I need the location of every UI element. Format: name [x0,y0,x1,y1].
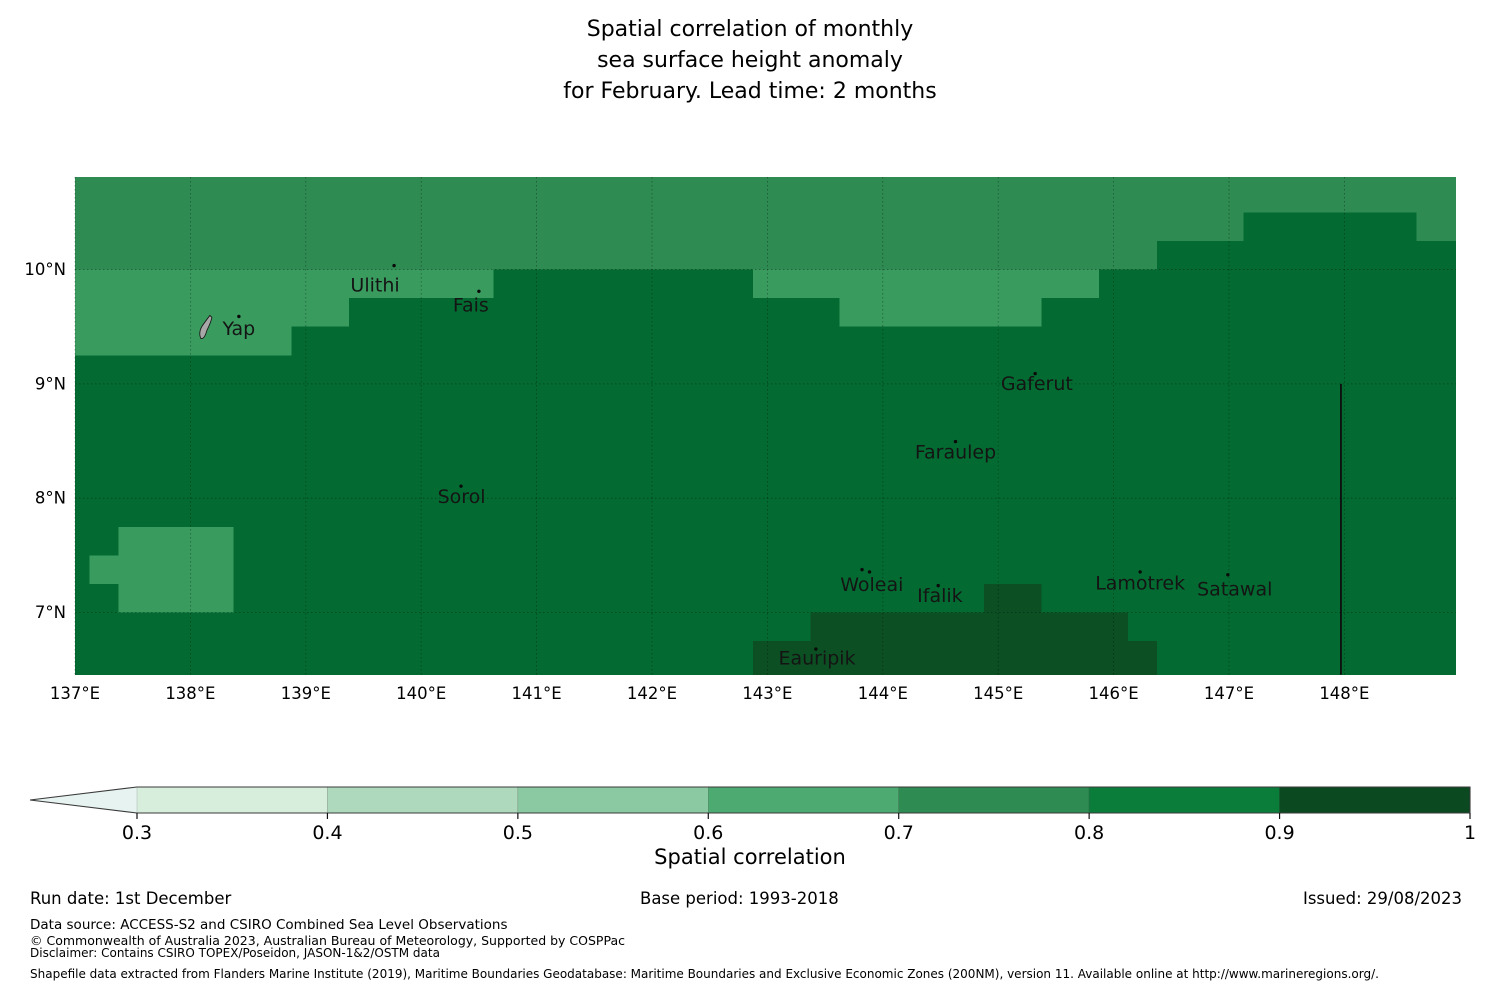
y-axis-tick-label: 7°N [35,603,66,622]
island-label-yap: Yap [222,318,256,340]
correlation-region-0.8-0.9 [1243,212,1417,242]
copyright-text: © Commonwealth of Australia 2023, Austra… [30,933,625,948]
x-axis-tick-label: 139°E [281,684,331,703]
correlation-region-0.6-0.7 [75,298,350,327]
colorbar-segment [517,786,709,814]
island-label-sorol: Sorol [438,486,486,508]
island-dot-ifalik [936,583,940,588]
island-label-ifalik: Ifalik [917,585,963,607]
correlation-region-0.8-0.9 [1156,241,1456,270]
shapefile-attribution-text: Shapefile data extracted from Flanders M… [30,967,1379,981]
x-axis-tick-label: 148°E [1319,684,1369,703]
x-axis-tick-label: 147°E [1204,684,1254,703]
colorbar-segment [898,786,1090,814]
correlation-region-0.9-1.0 [752,641,1157,675]
issued-date-text: Issued: 29/08/2023 [1302,889,1462,908]
colorbar-tick-label: 1 [1464,822,1476,844]
island-dot-woleai [860,567,864,572]
correlation-region-0.6-0.7 [839,298,1042,327]
x-axis-tick-label: 137°E [50,684,100,703]
island-dot-ulithi [392,263,396,268]
colorbar-under-arrow [30,787,137,813]
island-markers: Yap Ulithi Fais Sorol Gaferut Faraulep Woleai I… [199,263,1272,670]
colorbar-tick-label: 0.5 [503,822,533,844]
colorbar-tick-label: 0.3 [122,822,152,844]
colorbar-segment [1279,786,1471,814]
correlation-region-0.9-1.0 [810,612,1129,642]
island-label-faraulep: Faraulep [915,441,996,463]
base-period-text: Base period: 1993-2018 [640,889,839,908]
island-label-woleai: Woleai [840,574,903,596]
y-axis-tick-label: 10°N [24,260,66,279]
colorbar-tick-label: 0.6 [693,822,723,844]
correlation-map: Yap Ulithi Fais Sorol Gaferut Faraulep Woleai I… [24,177,1456,703]
chart-title-line2: sea surface height anomaly [597,48,903,73]
colorbar-title: Spatial correlation [654,845,846,869]
island-label-lamotrek: Lamotrek [1095,572,1185,594]
correlation-region-0.6-0.7 [752,269,1100,299]
island-dot-eauripik [814,647,818,651]
colorbar: 0.3 0.4 0.5 0.6 0.7 0.8 0.9 1 [29,786,1476,844]
x-axis-tick-label: 145°E [973,684,1023,703]
x-axis-tick-label: 144°E [858,684,908,703]
y-axis-tick-label: 9°N [35,374,66,393]
x-axis-tick-label: 140°E [396,684,446,703]
island-dot-faraulep [953,439,958,444]
x-axis-tick-label: 138°E [165,684,215,703]
chart-title-line3: for February. Lead time: 2 months [563,79,937,104]
x-axis-tick-label: 141°E [512,684,562,703]
x-axis-tick-label: 143°E [742,684,792,703]
colorbar-segment [136,786,328,814]
island-dot-yap [237,314,241,319]
chart-title-line1: Spatial correlation of monthly [586,17,914,42]
correlation-region-0.9-1.0 [983,583,1042,613]
x-axis-tick-label: 142°E [627,684,677,703]
colorbar-segment [327,786,519,814]
yap-island-shape [199,314,213,340]
run-date-text: Run date: 1st December [30,889,232,908]
graticule [74,177,1456,675]
colorbar-tick-label: 0.9 [1264,822,1294,844]
colorbar-segment [708,786,899,814]
colorbar-outline [29,786,1471,814]
island-label-satawal: Satawal [1197,579,1272,601]
island-label-gaferut: Gaferut [1001,373,1073,395]
chart-title: Spatial correlation of monthly sea surfa… [0,14,1500,107]
colorbar-tick-label: 0.8 [1074,822,1104,844]
correlation-region-0.6-0.7 [89,555,119,584]
island-label-eauripik: Eauripik [778,648,855,670]
island-dot-satawal [1226,573,1230,577]
island-dot-sorol [459,484,463,488]
correlation-region-0.6-0.7 [75,326,292,356]
correlation-region-0.6-0.7 [118,526,234,613]
data-source-text: Data source: ACCESS-S2 and CSIRO Combine… [30,917,508,933]
y-axis-tick-label: 8°N [35,489,66,508]
colorbar-tick-label: 0.4 [312,822,342,844]
colorbar-segment [1088,786,1280,814]
island-dot-lamotrek [1138,570,1142,574]
island-dot-gaferut [1033,371,1037,376]
island-dot-woleai [867,570,872,574]
island-label-fais: Fais [453,295,489,317]
island-dot-fais [477,289,481,293]
correlation-region-0.6-0.7 [75,269,494,299]
colorbar-tick-label: 0.7 [884,822,914,844]
correlation-cells [75,177,1456,675]
x-axis-tick-label: 146°E [1089,684,1139,703]
island-label-ulithi: Ulithi [350,275,399,297]
disclaimer-text: Disclaimer: Contains CSIRO TOPEX/Poseido… [30,946,440,960]
